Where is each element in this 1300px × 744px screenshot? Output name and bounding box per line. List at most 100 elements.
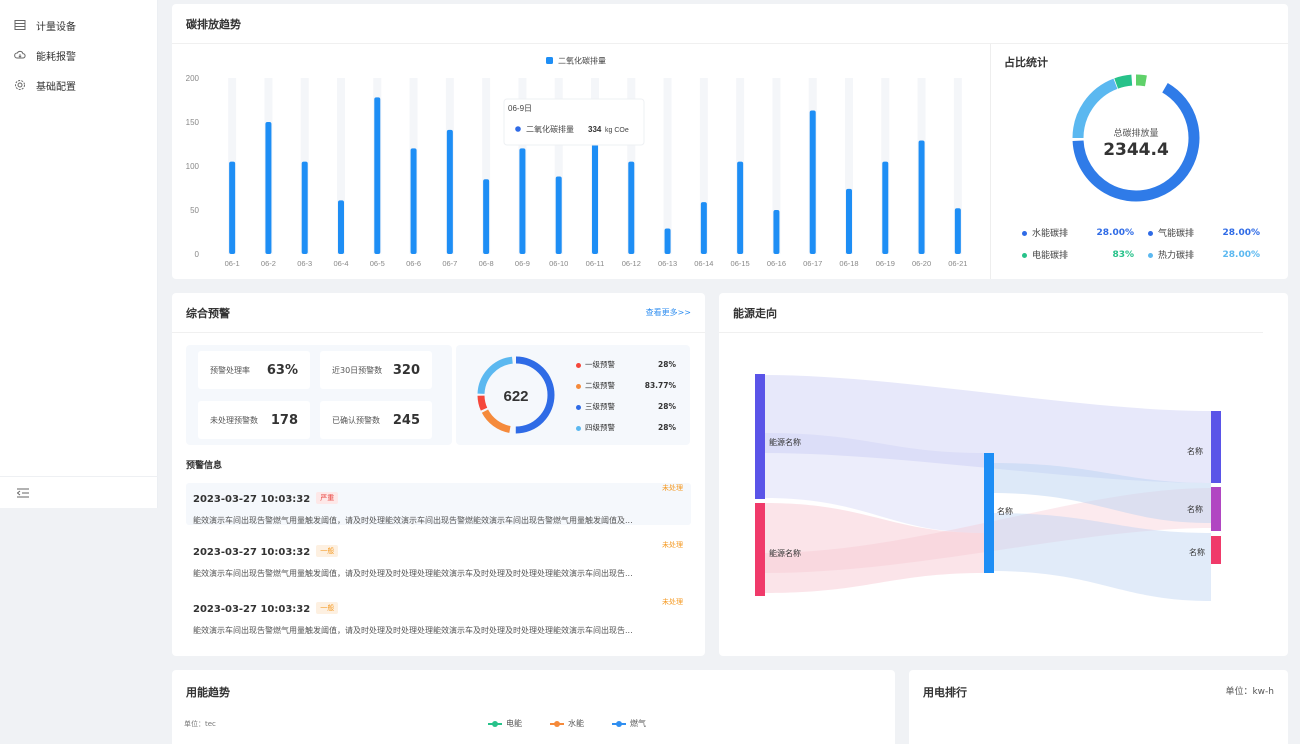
flow-right-node-3: 名称 — [1189, 548, 1205, 557]
gear-icon — [14, 79, 26, 91]
flow-title: 能源走向 — [733, 306, 777, 320]
tooltip-box — [503, 98, 645, 146]
bar[interactable] — [301, 161, 308, 254]
alert-severity-tag: 一般 — [316, 544, 339, 557]
legend-dot — [1022, 231, 1027, 236]
legend-dot — [576, 383, 581, 389]
warning-stats: 预警处理率 63% 近30日预警数 320 未处理预警数 178 已确认预警数 … — [186, 345, 452, 445]
x-tick-label: 06-7 — [442, 259, 457, 268]
list-icon — [14, 19, 26, 31]
x-tick-label: 06-13 — [658, 259, 677, 268]
warning-level-item: 四级预警 28% — [576, 422, 676, 433]
usage-trend-card: 用能趋势 单位：tec 电能 水能 燃气 — [172, 670, 895, 744]
legend-dot — [1022, 253, 1027, 258]
y-tick-label: 200 — [186, 74, 200, 83]
warning-level-label: 二级预警 — [585, 381, 615, 390]
y-tick-label: 0 — [195, 250, 200, 259]
sidebar-collapse-button[interactable] — [0, 476, 158, 508]
y-tick-label: 50 — [190, 206, 199, 215]
stat-handle-rate: 预警处理率 63% — [198, 351, 310, 389]
alert-time: 2023-03-27 10:03:32 — [193, 494, 311, 505]
cloud-icon — [14, 49, 26, 61]
bar-background — [845, 78, 853, 254]
legend-dot — [1148, 253, 1153, 258]
bar[interactable] — [628, 161, 635, 254]
legend-dot — [576, 362, 581, 368]
alert-item[interactable]: 2023-03-27 10:03:32 一般 未处理 能效演示车间出现告警燃气用量触发… — [186, 540, 691, 590]
tooltip-unit: kg COe — [605, 127, 629, 134]
carbon-bar-chart: 二氧化碳排量 0 50 100 150 200 06-1 06-2 06-3 06-4 06-5 06… — [186, 56, 968, 269]
tooltip-series: 二氧化碳排量 — [526, 124, 574, 134]
warning-level-value: 83.77% — [644, 381, 676, 390]
bar[interactable] — [592, 122, 598, 254]
bar[interactable] — [374, 97, 381, 254]
carbon-title: 碳排放趋势 — [186, 17, 241, 31]
bar[interactable] — [954, 208, 961, 254]
usage-legend-label: 电能 — [506, 719, 522, 728]
bar[interactable] — [410, 148, 417, 254]
alert-status: 未处理 — [662, 484, 683, 492]
bar[interactable] — [700, 202, 707, 254]
stat-30day-count: 近30日预警数 320 — [320, 351, 432, 389]
x-tick-label: 06-15 — [731, 259, 750, 268]
ratio-legend-value: 28.00% — [1222, 249, 1261, 260]
x-tick-label: 06-4 — [333, 259, 348, 268]
bar[interactable] — [737, 161, 744, 254]
bar[interactable] — [664, 228, 671, 254]
alert-item[interactable]: 2023-03-27 10:03:32 一般 未处理 能效演示车间出现告警燃气用量触发… — [186, 597, 691, 647]
alert-item[interactable]: 2023-03-27 10:03:32 严重 未处理能效演示车间出现告警燃气用量触发… — [186, 483, 691, 525]
warning-level-panel: 622 一级预警 28% 二级预警 83.77% 三级预警 28% 四级预警 28% — [456, 345, 690, 445]
rank-title: 用电排行 — [923, 686, 967, 699]
bar[interactable] — [265, 122, 272, 254]
legend-label: 二氧化碳排量 — [558, 56, 606, 66]
bar[interactable] — [555, 176, 562, 254]
alert-status: 未处理 — [662, 541, 683, 549]
stat-unhandled-count: 未处理预警数 178 — [198, 401, 310, 439]
x-tick-label: 06-20 — [912, 259, 931, 268]
x-tick-label: 06-12 — [622, 259, 641, 268]
legend-line-marker — [612, 720, 626, 727]
warning-level-value: 28% — [658, 360, 676, 369]
x-tick-label: 06-5 — [370, 259, 385, 268]
ratio-legend-item: 热力碳排 28.00% — [1148, 248, 1260, 261]
sidebar-item-alarm[interactable]: 能耗报警 — [0, 40, 157, 70]
bar[interactable] — [446, 129, 453, 254]
y-tick-label: 100 — [186, 162, 200, 171]
x-tick-label: 06-9 — [515, 259, 530, 268]
bar-background — [482, 78, 491, 254]
x-tick-label: 06-11 — [586, 259, 605, 268]
chart-legend: 二氧化碳排量 — [546, 56, 606, 66]
warning-donut: 622 — [477, 356, 555, 434]
bar-background — [772, 78, 781, 254]
view-more-link[interactable]: 查看更多>> — [645, 308, 691, 317]
ratio-legend-value: 83% — [1112, 249, 1134, 260]
alert-severity-tag: 严重 — [316, 491, 339, 504]
sankey-chart — [755, 374, 1221, 601]
bar[interactable] — [773, 210, 780, 254]
warning-level-label: 三级预警 — [585, 402, 615, 411]
ratio-legend-label: 电能碳排 — [1032, 251, 1069, 261]
bar[interactable] — [918, 140, 925, 254]
sidebar-item-config[interactable]: 基础配置 — [0, 70, 157, 100]
alert-description: 能效演示车间出现告警燃气用量触发阈值，请及时处理能效演示车间出现告警燃能效演示车… — [193, 516, 633, 525]
warning-level-value: 28% — [658, 423, 676, 432]
tooltip-date: 06-9日 — [508, 104, 532, 113]
ratio-donut: 总碳排放量 2344.4 — [1066, 68, 1206, 208]
legend-dot — [1148, 231, 1153, 236]
ratio-center-label: 总碳排放量 — [1113, 129, 1159, 139]
bar[interactable] — [882, 161, 889, 254]
sidebar-item-devices[interactable]: 计量设备 — [0, 10, 157, 40]
warning-donut-total: 622 — [503, 388, 528, 405]
bar[interactable] — [809, 110, 816, 254]
bar[interactable] — [338, 200, 344, 254]
bar-background — [953, 78, 962, 254]
bar[interactable] — [519, 148, 526, 254]
sidebar-item-label: 计量设备 — [36, 21, 76, 33]
bar[interactable] — [846, 188, 852, 254]
sidebar-item-label: 能耗报警 — [36, 51, 76, 63]
flow-middle-node: 名称 — [997, 507, 1013, 516]
bar[interactable] — [483, 179, 490, 254]
warning-level-value: 28% — [658, 402, 676, 411]
bar[interactable] — [229, 161, 236, 254]
